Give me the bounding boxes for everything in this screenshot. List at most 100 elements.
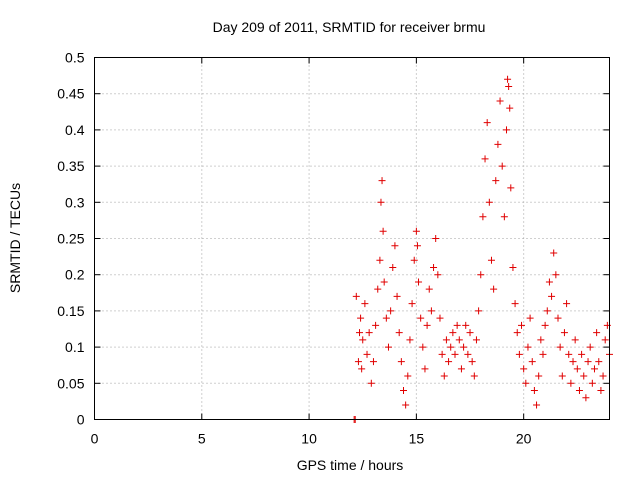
data-point — [425, 285, 433, 293]
data-point — [541, 321, 549, 329]
data-point — [419, 343, 427, 351]
y-tick-label: 0.5 — [65, 50, 85, 66]
data-point — [430, 263, 438, 271]
data-point — [372, 321, 380, 329]
data-points — [350, 75, 613, 423]
data-point — [357, 314, 365, 322]
data-point — [421, 365, 429, 373]
data-point — [509, 263, 517, 271]
data-point — [449, 329, 457, 337]
data-point — [543, 307, 551, 315]
data-point — [432, 235, 440, 242]
data-point — [354, 358, 362, 366]
x-tick-label: 10 — [301, 431, 317, 447]
data-point — [584, 358, 592, 366]
data-point — [479, 213, 487, 221]
data-point — [367, 379, 375, 387]
data-point — [404, 372, 412, 380]
data-point — [468, 358, 476, 366]
data-point — [597, 387, 605, 395]
data-point — [528, 358, 536, 366]
y-tick-label: 0.25 — [57, 231, 84, 247]
data-point — [402, 401, 410, 409]
data-point — [470, 372, 478, 380]
data-point — [513, 329, 521, 337]
data-point — [464, 350, 472, 358]
data-point — [457, 365, 465, 373]
data-point — [359, 336, 367, 344]
data-point — [365, 329, 373, 337]
y-tick-label: 0.45 — [57, 86, 84, 102]
data-point — [496, 97, 504, 105]
data-point — [384, 343, 392, 351]
y-tick-label: 0.1 — [65, 339, 85, 355]
data-point — [539, 350, 547, 358]
data-point — [472, 336, 480, 344]
data-point — [520, 365, 528, 373]
data-point — [455, 336, 463, 344]
data-point — [477, 271, 485, 279]
data-point — [485, 198, 493, 206]
data-point — [423, 321, 431, 329]
data-point — [466, 329, 474, 337]
data-point — [415, 278, 423, 286]
data-point — [462, 321, 470, 329]
data-point — [369, 358, 377, 366]
data-point — [397, 358, 405, 366]
data-point — [494, 140, 502, 148]
x-axis-label: GPS time / hours — [297, 457, 404, 473]
data-point — [483, 119, 491, 127]
data-point — [578, 350, 586, 358]
data-point — [500, 213, 508, 221]
data-point — [545, 278, 553, 286]
x-tick-label: 5 — [198, 431, 206, 447]
y-tick-label: 0.4 — [65, 122, 85, 138]
data-point — [427, 307, 435, 315]
data-point — [379, 227, 387, 235]
data-point — [387, 307, 395, 315]
data-point — [481, 155, 489, 163]
data-point — [533, 401, 541, 409]
data-point — [400, 387, 407, 395]
data-point — [380, 278, 388, 286]
data-point — [475, 307, 483, 315]
data-point — [524, 343, 532, 351]
data-point — [410, 256, 418, 264]
y-tick-label: 0.3 — [65, 194, 85, 210]
data-point — [560, 329, 568, 337]
x-tick-label: 20 — [516, 431, 532, 447]
y-axis-label: SRMTID / TECUs — [7, 183, 23, 293]
data-point — [569, 358, 577, 366]
data-point — [580, 372, 588, 380]
data-point — [438, 350, 446, 358]
y-tick-label: 0 — [77, 412, 85, 428]
data-point — [413, 242, 421, 250]
data-point — [573, 365, 581, 373]
data-point — [558, 372, 566, 380]
data-point — [434, 271, 442, 279]
plot-frame — [94, 57, 610, 420]
data-point — [530, 387, 538, 395]
data-point — [382, 314, 390, 322]
data-point — [445, 358, 453, 366]
data-point — [377, 198, 385, 206]
data-point — [563, 300, 571, 308]
y-tick-labels: 0 0.05 0.1 0.15 0.2 0.25 0.3 0.35 0.4 0.45 0.5 — [57, 50, 84, 428]
data-point — [588, 379, 596, 387]
data-point — [412, 227, 420, 235]
data-point — [535, 372, 543, 380]
y-tick-label: 0.35 — [57, 158, 84, 174]
data-point — [565, 350, 573, 358]
data-point — [522, 379, 530, 387]
data-point — [518, 321, 526, 329]
data-point — [601, 336, 609, 344]
data-point — [507, 184, 515, 192]
data-point — [506, 104, 514, 112]
data-point — [548, 292, 556, 300]
data-point — [595, 358, 603, 366]
data-point — [447, 343, 455, 351]
grid — [94, 57, 610, 420]
data-point — [498, 162, 506, 170]
data-point — [567, 379, 575, 387]
